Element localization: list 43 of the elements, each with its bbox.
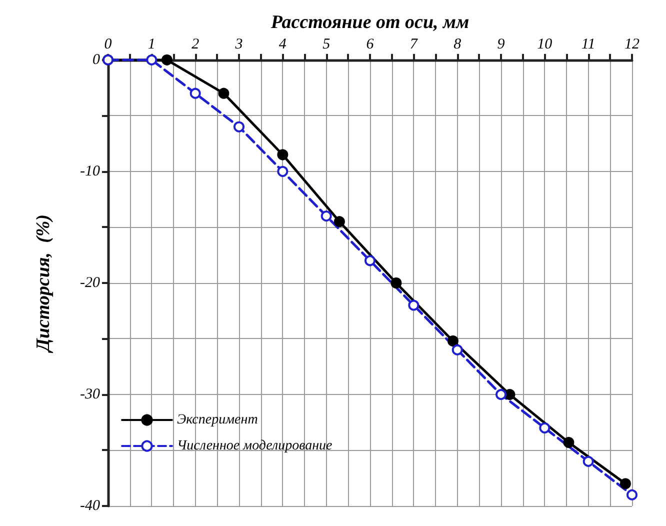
- point: [504, 388, 516, 400]
- x-tick-label: 12: [624, 36, 640, 52]
- x-tick-label: 9: [497, 36, 506, 52]
- y-axis-title: Дисторсия, (%): [33, 214, 54, 354]
- x-tick-label: 6: [366, 36, 374, 52]
- point: [234, 121, 244, 132]
- x-tick-label: 7: [410, 36, 419, 52]
- y-tick-label: -20: [80, 274, 100, 291]
- x-tick-label: 1: [148, 36, 156, 52]
- x-tick-label: 11: [581, 36, 596, 52]
- x-tick-label: 10: [537, 36, 553, 52]
- point: [582, 456, 594, 467]
- point: [408, 300, 420, 311]
- point: [447, 335, 458, 346]
- point: [334, 216, 345, 228]
- point: [496, 388, 506, 400]
- point: [620, 478, 631, 490]
- x-tick-label: 2: [192, 36, 200, 52]
- x-tick-label: 5: [322, 36, 331, 52]
- legend-label: Численное моделирование: [177, 438, 332, 454]
- x-tick-label: 8: [454, 36, 462, 52]
- y-tick-label: -40: [80, 498, 100, 514]
- point: [364, 255, 376, 266]
- point: [277, 149, 288, 160]
- point: [146, 54, 158, 66]
- x-axis-title: Расстояние от оси, мм: [270, 12, 470, 33]
- point: [161, 54, 172, 66]
- point: [390, 277, 402, 288]
- x-tick-label: 3: [234, 36, 243, 52]
- legend-label: Эксперимент: [177, 412, 258, 428]
- y-tick-label: -10: [80, 163, 100, 180]
- point: [277, 166, 288, 177]
- point: [452, 344, 463, 356]
- point: [320, 210, 332, 222]
- point: [539, 422, 550, 434]
- y-tick-label: 0: [92, 52, 100, 68]
- x-tick-label: 0: [104, 36, 112, 52]
- point: [626, 489, 638, 500]
- point: [563, 436, 574, 448]
- point: [218, 88, 230, 99]
- y-tick-label: -30: [80, 386, 100, 402]
- x-tick-label: 4: [278, 36, 287, 52]
- point: [190, 88, 201, 99]
